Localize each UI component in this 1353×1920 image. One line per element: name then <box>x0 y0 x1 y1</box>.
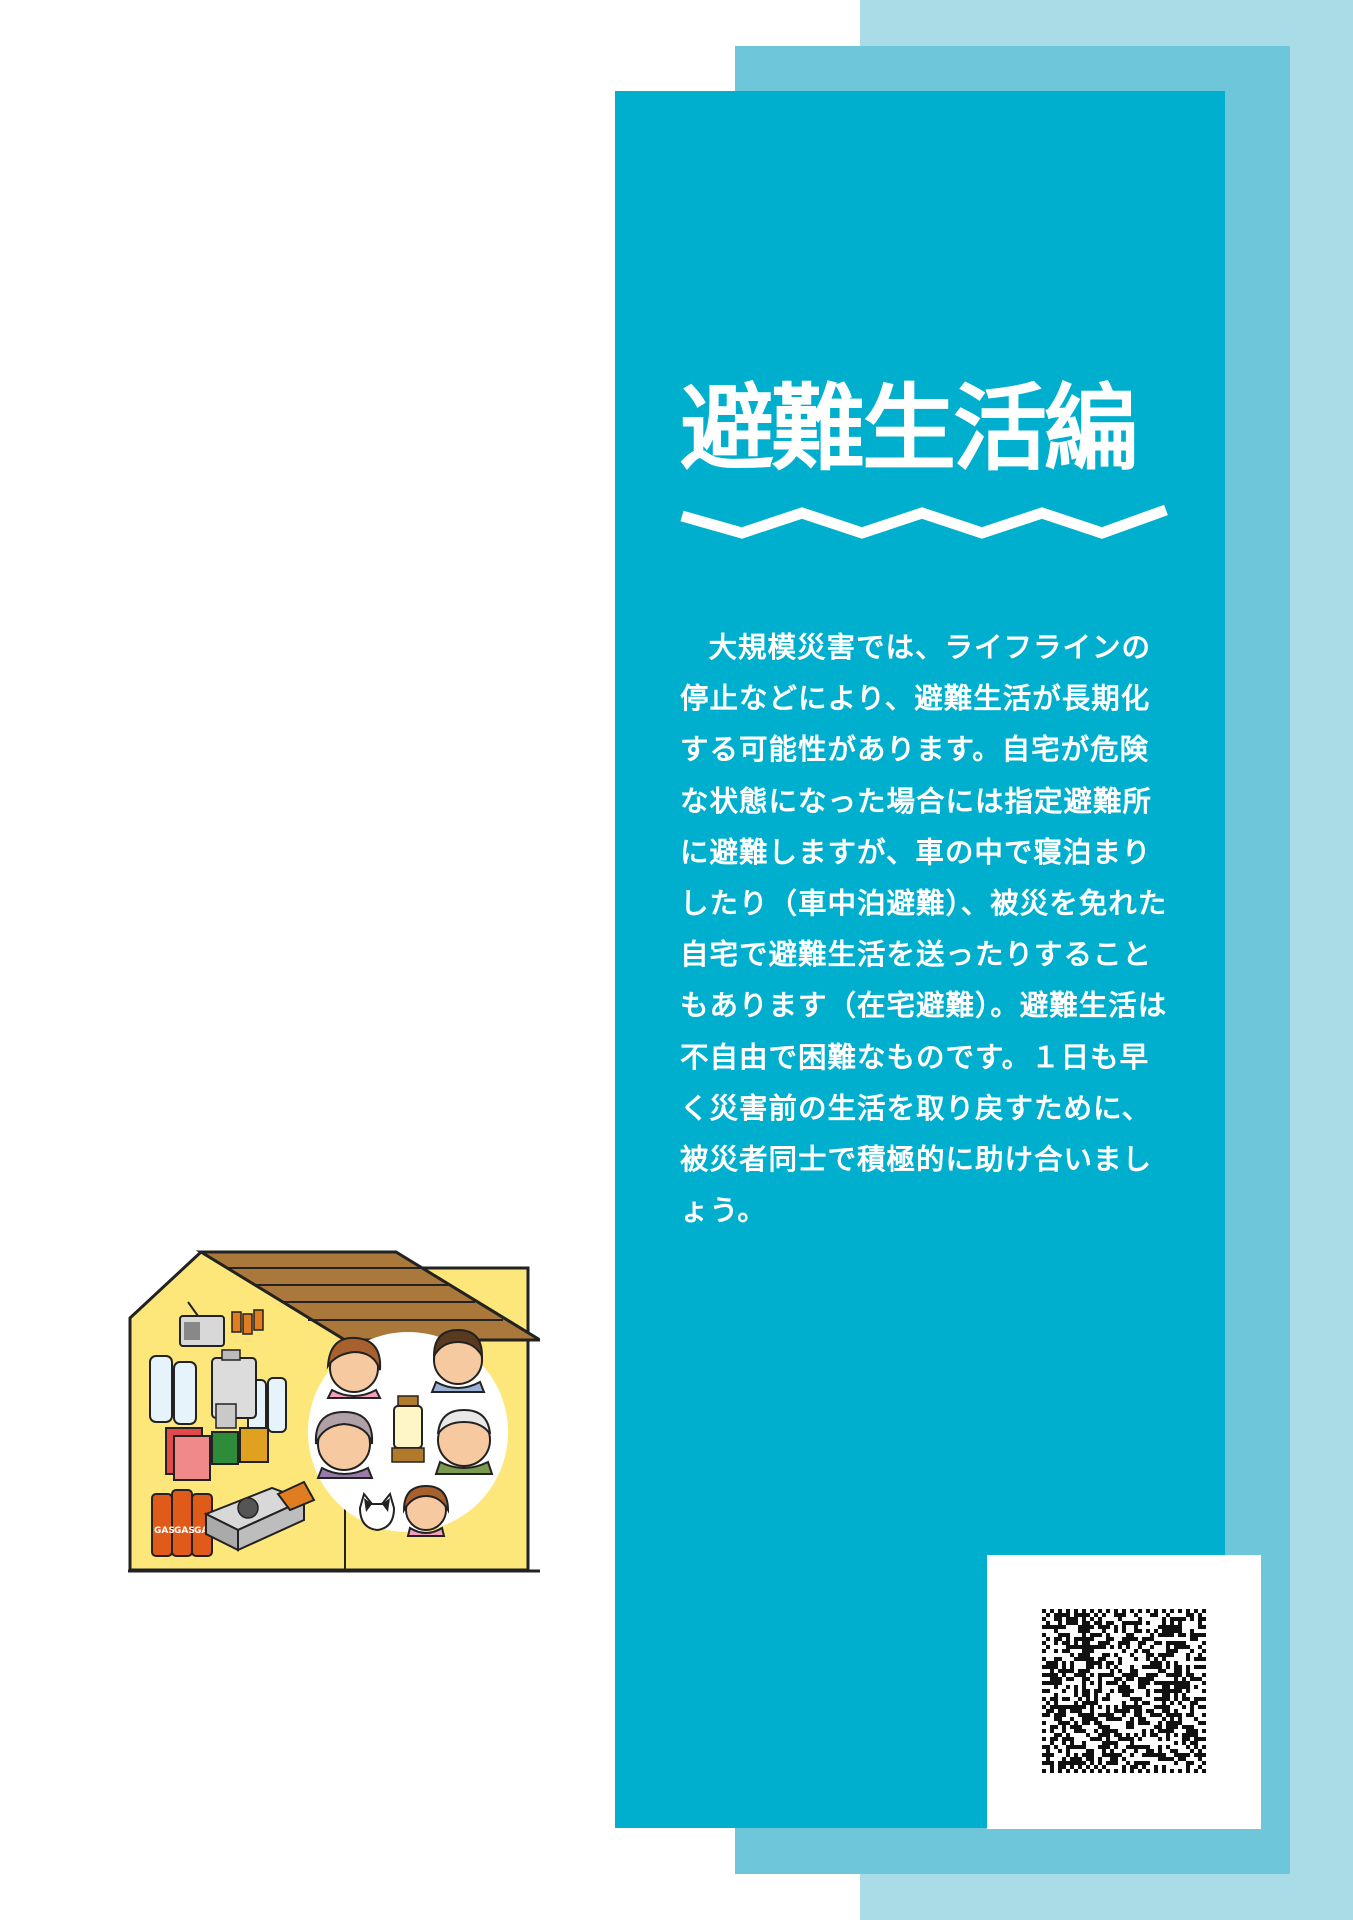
house-supplies-illustration: GAS GAS GAS <box>128 1250 540 1573</box>
water-bottles-icon <box>149 1355 287 1433</box>
svg-text:GAS: GAS <box>194 1526 215 1536</box>
portable-stove-icon <box>203 1480 316 1552</box>
roof <box>195 1250 540 1570</box>
svg-text:GAS: GAS <box>174 1526 195 1536</box>
gas-canisters-icon: GAS GAS GAS <box>151 1489 215 1557</box>
family-icon <box>314 1328 494 1537</box>
section-title: 避難生活編 <box>680 375 1138 484</box>
radio-icon <box>179 1301 225 1347</box>
food-packs-icon <box>165 1427 211 1481</box>
qr-code-box[interactable] <box>987 1555 1261 1829</box>
water-tank-icon <box>211 1349 257 1419</box>
wave-divider-icon <box>680 504 1168 539</box>
content-panel <box>615 91 1225 1828</box>
qr-code-icon[interactable] <box>1042 1609 1206 1773</box>
batteries-icon <box>231 1309 264 1335</box>
intro-paragraph: 大規模災害では、ライフラインの停止などにより、避難生活が長期化する可能性がありま… <box>680 631 1168 1228</box>
canned-food-icon <box>211 1403 269 1465</box>
svg-text:GAS: GAS <box>154 1526 175 1536</box>
